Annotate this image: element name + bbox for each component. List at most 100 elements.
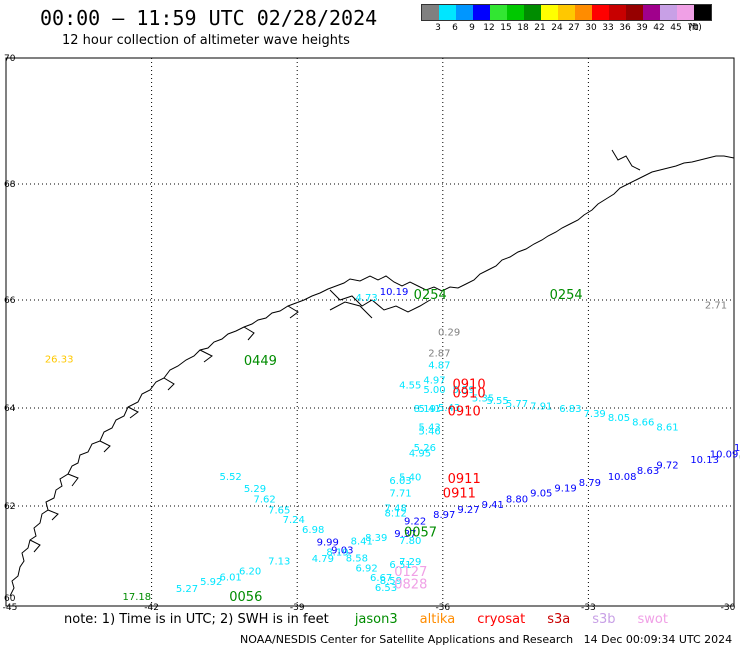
- credit-text: NOAA/NESDIS Center for Satellite Applica…: [240, 633, 574, 646]
- wave-height-value: 5.29: [244, 484, 266, 495]
- wave-height-value: 6.01: [220, 573, 242, 584]
- wave-height-value: 9.27: [457, 505, 479, 516]
- wave-height-value: 5.43: [419, 423, 441, 434]
- wave-height-value: 0.29: [438, 328, 460, 339]
- wave-height-value: 9.22: [404, 516, 426, 527]
- colorbar-ticks: 3 6 9 12 15 18 21 24 27 30 33 36 39 42 45 70 (ft): [421, 21, 712, 35]
- satellite-label-jason3: jason3: [354, 612, 398, 627]
- wave-height-value: 5.26: [414, 443, 436, 454]
- wave-height-value: 6.03: [389, 476, 411, 487]
- wave-height-value: 7.39: [584, 409, 606, 420]
- wave-height-value: 8.97: [433, 510, 455, 521]
- wave-height-value: 8.80: [506, 495, 528, 506]
- colorbar-unit: (ft): [688, 23, 702, 33]
- pass-time-label: 0056: [229, 590, 262, 605]
- satellite-label-s3a: s3a: [547, 612, 571, 627]
- colorbar-swatch: [626, 5, 643, 20]
- greenland-coastline: [9, 149, 735, 597]
- wave-height-value: 5.55: [486, 396, 508, 407]
- colorbar-swatch: [439, 5, 456, 20]
- wave-height-value: 7.62: [254, 495, 276, 506]
- wave-height-value: 6.83: [559, 404, 581, 415]
- colorbar-tick-label: 45: [670, 23, 682, 33]
- wave-height-value: 7.71: [389, 489, 411, 500]
- wave-height-value: 6.51: [389, 560, 411, 571]
- wave-height-value: 7.65: [268, 505, 290, 516]
- satellite-legend: jason3 altika cryosat s3a s3b swot: [333, 612, 668, 627]
- wave-height-value: 10.13: [690, 455, 719, 466]
- colorbar-swatch: [473, 5, 490, 20]
- pass-time-label: 0911: [448, 472, 481, 487]
- wave-height-value: 4.95: [409, 449, 431, 460]
- wave-height-value: 5.59: [453, 385, 475, 396]
- pass-time-label: 0910: [448, 404, 481, 419]
- satellite-label-cryosat: cryosat: [477, 612, 526, 627]
- lon-tick-label: -30: [721, 603, 736, 613]
- colorbar-swatch: [575, 5, 592, 20]
- lon-tick-label: -45: [3, 603, 18, 613]
- wave-height-value: 9.99: [317, 538, 339, 549]
- colorbar-tick-label: 30: [585, 23, 597, 33]
- colorbar-tick-label: 21: [534, 23, 546, 33]
- satellite-label-altika: altika: [419, 612, 456, 627]
- wave-height-value: 6.98: [302, 525, 324, 536]
- pass-time-label: 0910: [453, 378, 486, 393]
- wave-height-value: 17.18: [122, 592, 151, 603]
- wave-height-value: 9.41: [482, 500, 504, 511]
- colorbar-swatch: [558, 5, 575, 20]
- wave-height-value: 9.72: [656, 460, 678, 471]
- graticule: [6, 58, 734, 606]
- colorbar-tick-label: 70: [687, 23, 699, 33]
- note-text: note: 1) Time is in UTC; 2) SWH is in fe…: [64, 612, 329, 627]
- colorbar-tick-label: 24: [551, 23, 563, 33]
- colorbar-tick-label: 18: [517, 23, 529, 33]
- satellite-label-swot: swot: [637, 612, 668, 627]
- wave-height-value: 2.71: [705, 301, 727, 312]
- wave-height-value: 5.40: [399, 473, 421, 484]
- lon-tick-label: -39: [290, 603, 305, 613]
- wave-height-value: 4.73: [355, 293, 377, 304]
- wave-height-value: 4.55: [399, 381, 421, 392]
- colorbar-tick-label: 6: [452, 23, 458, 33]
- colorbar-swatch: [524, 5, 541, 20]
- colorbar-swatch: [660, 5, 677, 20]
- wave-height-value: 9.37: [394, 529, 416, 540]
- wave-height-value: 5.00: [423, 385, 445, 396]
- wave-height-value: 5.46: [419, 426, 441, 437]
- wave-height-colorbar: 3 6 9 12 15 18 21 24 27 30 33 36 39 42 45 70 (ft): [421, 4, 712, 35]
- wave-height-value: 5.92: [200, 577, 222, 588]
- pass-time-label: 0254: [414, 288, 447, 303]
- pass-time-label: 0254: [550, 288, 583, 303]
- lat-tick-label: 64: [4, 404, 16, 414]
- wave-height-observations: 2.71 0.29 2.874.87 4.974.55 5.00 5.595.355.55…: [45, 287, 740, 603]
- colorbar-swatch: [609, 5, 626, 20]
- colorbar-tick-label: 9: [469, 23, 475, 33]
- colorbar-swatch: [643, 5, 660, 20]
- colorbar-swatch: [592, 5, 609, 20]
- wave-height-value: 5.27: [176, 584, 198, 595]
- pass-time-labels: 0254 025404490910091009100911091100570056…: [229, 288, 740, 605]
- wave-height-value: 7.80: [399, 536, 421, 547]
- wave-height-value: 10.08: [608, 472, 637, 483]
- lat-tick-label: 66: [4, 296, 16, 306]
- colorbar-swatch: [456, 5, 473, 20]
- pass-time-label: 0449: [244, 354, 277, 369]
- wave-height-value: 6.67: [370, 573, 392, 584]
- lat-tick-label: 62: [4, 502, 15, 512]
- colorbar-swatch: [677, 5, 694, 20]
- colorbar-swatch: [541, 5, 558, 20]
- wave-height-value: 9.03: [331, 545, 353, 556]
- lat-tick-label: 68: [4, 180, 16, 190]
- wave-height-value: 4.97: [423, 376, 445, 387]
- wave-height-value: 2.87: [428, 349, 450, 360]
- footer-note: note: 1) Time is in UTC; 2) SWH is in fe…: [64, 612, 668, 627]
- wave-height-value: 5.41: [419, 404, 441, 415]
- colorbar-tick-label: 12: [483, 23, 495, 33]
- wave-height-value: 10.19: [380, 287, 409, 298]
- wave-height-value: 4.79: [312, 554, 334, 565]
- wave-height-value: 5.52: [220, 472, 242, 483]
- wave-height-value: 8.19: [414, 404, 436, 415]
- lon-tick-label: -33: [581, 603, 596, 613]
- wave-height-value: 26.33: [45, 355, 74, 366]
- pass-time-label: 0911: [443, 487, 476, 502]
